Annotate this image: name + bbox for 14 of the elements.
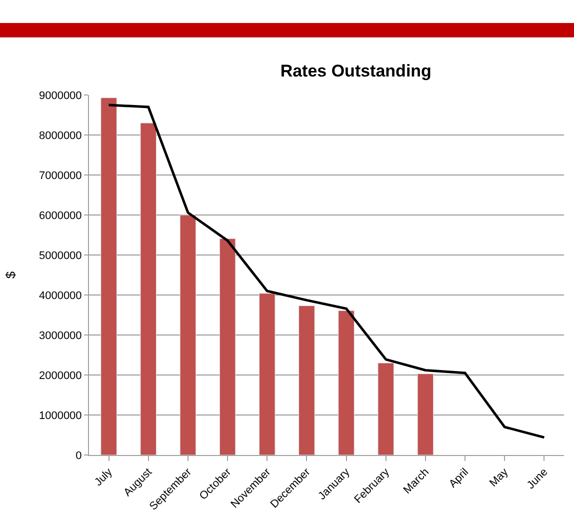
y-tick-label: 5000000 [38, 250, 82, 262]
y-axis-title: $ [2, 270, 18, 279]
y-tick-label: 3000000 [38, 330, 82, 342]
y-tick-label: 6000000 [38, 210, 82, 222]
x-tick-label: May [487, 466, 511, 490]
y-tick-label: 7000000 [38, 170, 82, 182]
y-tick-label: 4000000 [38, 290, 82, 302]
y-tick-label: 1000000 [38, 410, 82, 422]
chart-title: Rates Outstanding [280, 62, 432, 81]
y-tick-label: 9000000 [38, 90, 82, 102]
x-tick-label: July [92, 466, 116, 489]
y-tick-label: 0 [76, 450, 82, 462]
y-tick-label: 2000000 [38, 370, 82, 382]
y-tick-label: 8000000 [38, 130, 82, 142]
